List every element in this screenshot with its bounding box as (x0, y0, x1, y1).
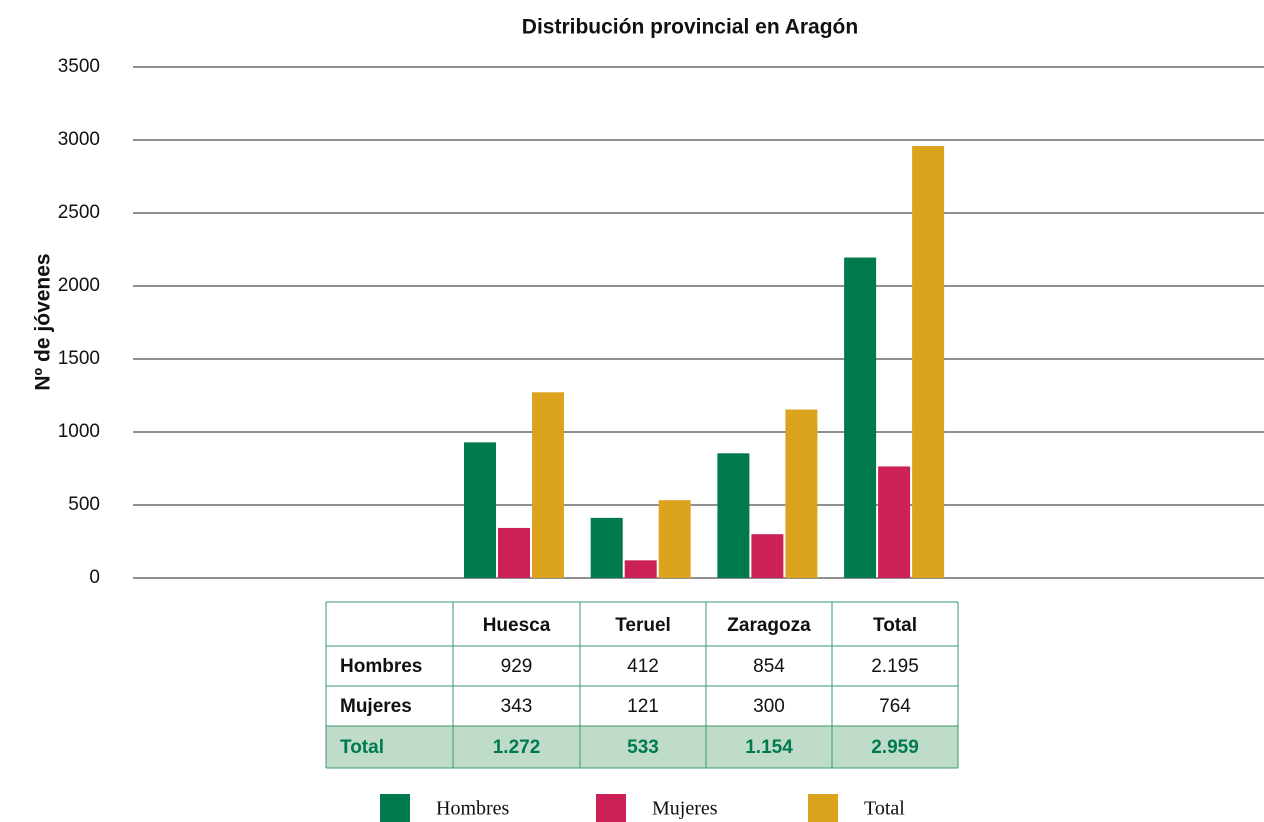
bar (751, 534, 784, 578)
legend-swatch (808, 794, 838, 822)
y-tick-label: 0 (89, 567, 100, 588)
table-cell: 854 (753, 656, 785, 677)
table-cell: 764 (879, 696, 911, 717)
table-cell: 1.272 (493, 737, 541, 758)
table-total-row (326, 726, 958, 768)
y-tick-label: 2000 (58, 275, 100, 296)
legend-swatch (596, 794, 626, 822)
y-tick-label: 3500 (58, 56, 100, 77)
table-header: Zaragoza (727, 615, 811, 636)
bar (590, 517, 623, 578)
table-cell: 929 (501, 656, 533, 677)
legend-label: Mujeres (652, 798, 718, 820)
bar (464, 442, 496, 578)
table-header: Huesca (483, 615, 551, 636)
table-cell: 533 (627, 737, 659, 758)
table-row-label: Mujeres (340, 696, 412, 717)
table-cell: 121 (627, 696, 659, 717)
bar (717, 453, 750, 578)
bar (624, 560, 657, 578)
bar (912, 145, 945, 578)
table-cell: 343 (501, 696, 533, 717)
table-cell: 300 (753, 696, 785, 717)
legend-swatch (380, 794, 410, 822)
y-tick-label: 3000 (58, 129, 100, 150)
bar (532, 392, 564, 578)
bar (878, 466, 911, 578)
y-tick-label: 1500 (58, 348, 100, 369)
bar (844, 257, 877, 578)
table-row-label: Hombres (340, 656, 422, 677)
bar (785, 409, 818, 578)
table-row-label: Total (340, 737, 384, 758)
bar (498, 527, 530, 578)
chart-title: Distribución provincial en Aragón (522, 16, 858, 39)
y-tick-label: 1000 (58, 421, 100, 442)
table-header: Teruel (615, 615, 671, 636)
y-tick-label: 500 (68, 494, 100, 515)
table-header: Total (873, 615, 917, 636)
table-cell: 2.195 (871, 656, 919, 677)
table-cell: 2.959 (871, 737, 919, 758)
legend-label: Total (864, 798, 905, 820)
y-axis-label: Nº de jóvenes (32, 253, 55, 390)
legend-label: Hombres (436, 798, 510, 820)
table-cell: 412 (627, 656, 659, 677)
y-tick-label: 2500 (58, 202, 100, 223)
table-cell: 1.154 (745, 737, 793, 758)
bar (658, 500, 691, 578)
